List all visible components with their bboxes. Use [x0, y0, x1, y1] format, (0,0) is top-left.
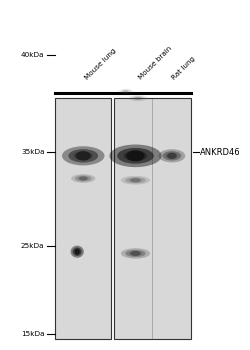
- Ellipse shape: [74, 249, 80, 254]
- Ellipse shape: [121, 248, 150, 259]
- Ellipse shape: [134, 97, 142, 100]
- Ellipse shape: [126, 150, 144, 161]
- Ellipse shape: [75, 175, 92, 182]
- Bar: [55, 98, 111, 339]
- Ellipse shape: [130, 251, 140, 256]
- Ellipse shape: [72, 247, 82, 256]
- Text: Mouse brain: Mouse brain: [138, 46, 173, 81]
- Ellipse shape: [109, 145, 162, 167]
- Ellipse shape: [167, 153, 176, 159]
- Ellipse shape: [62, 146, 104, 166]
- Ellipse shape: [71, 174, 96, 183]
- Ellipse shape: [117, 148, 154, 164]
- Text: 40kDa: 40kDa: [21, 52, 44, 58]
- Text: Mouse lung: Mouse lung: [83, 47, 117, 81]
- Ellipse shape: [130, 178, 140, 182]
- Ellipse shape: [128, 95, 148, 101]
- Ellipse shape: [122, 90, 129, 92]
- Ellipse shape: [129, 178, 142, 182]
- Text: 35kDa: 35kDa: [21, 149, 44, 155]
- Ellipse shape: [125, 177, 146, 183]
- Ellipse shape: [79, 176, 88, 181]
- Text: Rat lung: Rat lung: [171, 55, 196, 81]
- Ellipse shape: [131, 96, 145, 100]
- Text: 25kDa: 25kDa: [21, 244, 44, 250]
- Ellipse shape: [123, 90, 128, 93]
- Ellipse shape: [118, 89, 133, 94]
- Ellipse shape: [76, 151, 91, 161]
- Ellipse shape: [121, 90, 131, 93]
- Ellipse shape: [162, 151, 181, 160]
- Ellipse shape: [75, 248, 80, 255]
- Ellipse shape: [125, 250, 146, 257]
- Ellipse shape: [134, 97, 141, 100]
- Ellipse shape: [68, 149, 98, 162]
- Bar: [114, 98, 191, 339]
- Ellipse shape: [129, 251, 142, 256]
- Ellipse shape: [124, 151, 147, 161]
- Text: ANKRD46: ANKRD46: [200, 148, 240, 157]
- Ellipse shape: [74, 152, 93, 160]
- Ellipse shape: [121, 176, 150, 184]
- Text: 15kDa: 15kDa: [21, 331, 44, 337]
- Ellipse shape: [70, 246, 84, 258]
- Ellipse shape: [166, 153, 178, 159]
- Ellipse shape: [158, 149, 185, 162]
- Ellipse shape: [78, 176, 89, 181]
